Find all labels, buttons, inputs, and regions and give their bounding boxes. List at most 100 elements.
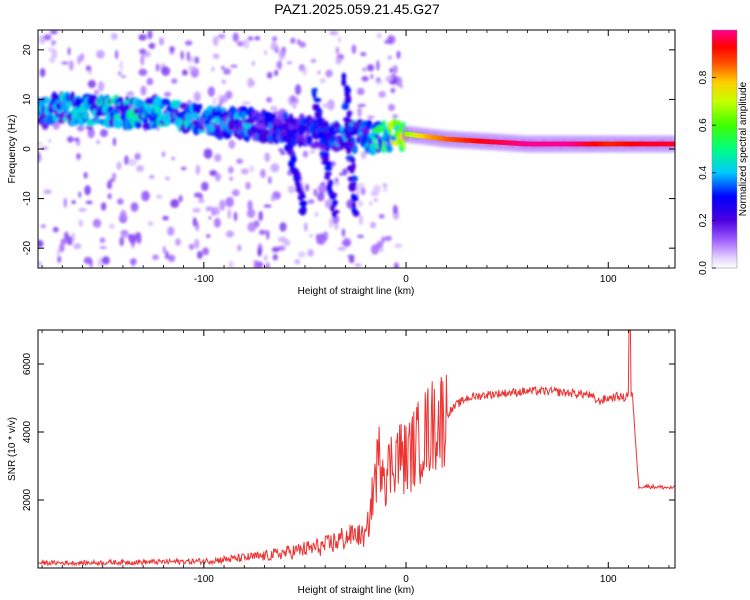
- noise-speckle: [67, 47, 71, 56]
- noise-speckle: [319, 78, 326, 84]
- branch-blob: [341, 78, 347, 87]
- ridge-blob: [189, 112, 200, 120]
- noise-speckle: [260, 168, 266, 179]
- noise-speckle: [227, 208, 232, 220]
- noise-speckle: [236, 158, 244, 164]
- noise-speckle: [305, 183, 310, 192]
- branch-blob: [313, 97, 322, 103]
- noise-speckle: [384, 235, 392, 242]
- noise-speckle: [329, 30, 339, 36]
- noise-speckle: [294, 259, 301, 265]
- noise-speckle: [186, 51, 190, 61]
- noise-speckle: [43, 189, 52, 195]
- snr-xlabel: Height of straight line (km): [298, 585, 415, 596]
- branch-blob: [347, 176, 355, 182]
- noise-speckle: [237, 244, 242, 252]
- ridge-blob: [237, 134, 243, 140]
- noise-speckle: [313, 188, 318, 197]
- noise-speckle: [274, 69, 279, 77]
- noise-speckle: [188, 243, 195, 250]
- noise-speckle: [214, 153, 222, 162]
- noise-speckle: [302, 150, 309, 158]
- noise-speckle: [253, 261, 263, 268]
- noise-speckle: [247, 222, 257, 233]
- noise-speckle: [120, 74, 127, 79]
- branch-blob: [352, 194, 358, 202]
- noise-speckle: [263, 49, 268, 55]
- noise-speckle: [219, 199, 226, 211]
- noise-speckle: [240, 168, 249, 175]
- noise-speckle: [140, 54, 145, 66]
- branch-blob: [329, 180, 334, 185]
- noise-speckle: [63, 197, 68, 208]
- noise-speckle: [38, 261, 42, 267]
- noise-speckle: [271, 246, 280, 253]
- noise-speckle: [266, 71, 273, 79]
- noise-speckle: [388, 80, 397, 85]
- y-tick-label: 0: [22, 146, 33, 152]
- noise-speckle: [378, 90, 386, 98]
- branch-blob: [311, 87, 318, 92]
- noise-speckle: [328, 217, 334, 229]
- branch-blob: [349, 166, 355, 174]
- noise-speckle: [209, 169, 218, 177]
- spectrogram-ylabel: Frequency (Hz): [7, 115, 18, 184]
- branch-blob: [344, 87, 352, 93]
- noise-speckle: [360, 51, 367, 57]
- noise-speckle: [201, 181, 209, 191]
- noise-speckle: [78, 191, 82, 198]
- ridge-blob: [237, 128, 243, 135]
- noise-speckle: [392, 204, 398, 214]
- noise-speckle: [101, 256, 110, 265]
- noise-speckle: [373, 198, 378, 202]
- branch-blob: [289, 144, 294, 152]
- noise-speckle: [195, 164, 201, 176]
- noise-speckle: [180, 166, 187, 171]
- colorbar-label: Normalized spectral amplitude: [738, 81, 749, 216]
- noise-speckle: [59, 243, 65, 253]
- colorbar: 0.0 0.2 0.4 0.6 0.8 Normalized spectral ampl…: [698, 29, 749, 275]
- noise-speckle: [112, 137, 117, 147]
- branch-blob: [343, 116, 351, 123]
- noise-speckle: [162, 246, 166, 254]
- noise-speckle: [225, 196, 234, 208]
- noise-speckle: [205, 206, 215, 212]
- noise-speckle: [375, 79, 383, 85]
- noise-speckle: [342, 237, 352, 248]
- noise-speckle: [327, 99, 335, 111]
- branch-blob: [284, 125, 290, 132]
- noise-speckle: [84, 185, 91, 196]
- colorbar-gradient: [712, 30, 737, 268]
- noise-speckle: [129, 258, 137, 265]
- noise-speckle: [367, 115, 375, 120]
- branch-blob: [329, 204, 335, 212]
- snr-panel: -100 0 100 2000 4000 6000 Height of straight …: [7, 329, 676, 596]
- branch-blob: [341, 102, 350, 111]
- noise-speckle: [392, 64, 398, 74]
- y-tick-label: -20: [22, 241, 33, 256]
- noise-speckle: [276, 61, 282, 69]
- noise-speckle: [60, 61, 69, 65]
- figure-title: PAZ1.2025.059.21.45.G27: [274, 1, 440, 17]
- noise-speckle: [392, 114, 399, 119]
- noise-speckle: [161, 151, 166, 157]
- ridge-blob: [269, 113, 277, 120]
- noise-speckle: [180, 50, 185, 60]
- noise-speckle: [264, 152, 271, 163]
- noise-speckle: [337, 36, 342, 43]
- noise-speckle: [257, 247, 262, 257]
- noise-speckle: [298, 41, 306, 48]
- noise-speckle: [92, 218, 102, 228]
- noise-speckle: [128, 159, 137, 167]
- noise-speckle: [241, 101, 251, 105]
- noise-speckle: [376, 60, 380, 72]
- noise-speckle: [60, 238, 68, 245]
- branch-blob: [324, 161, 333, 167]
- ridge-blob: [63, 117, 68, 122]
- ridge-blob: [44, 97, 51, 103]
- noise-speckle: [38, 153, 42, 163]
- noise-speckle: [270, 163, 280, 173]
- branch-blob: [312, 90, 317, 99]
- noise-speckle: [184, 40, 193, 46]
